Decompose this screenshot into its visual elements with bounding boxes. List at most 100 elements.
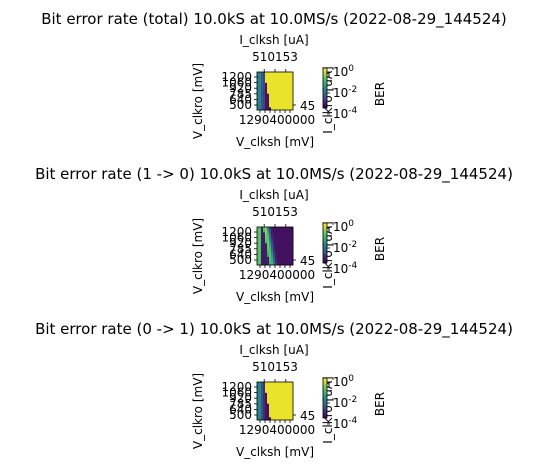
heatmap-cell xyxy=(285,384,288,388)
heatmap-cell xyxy=(257,382,260,386)
heatmap-cell xyxy=(289,390,292,394)
x-tick-labels: 1290400000 xyxy=(239,113,315,127)
heatmap-cell xyxy=(283,227,286,231)
colorbar-segment xyxy=(323,259,327,262)
heatmap-cell xyxy=(277,235,280,239)
heatmap-cell xyxy=(265,411,268,415)
heatmap-cell xyxy=(257,229,260,233)
x-axis-label: V_clksh [mV] xyxy=(236,290,314,304)
colorbar-segment xyxy=(323,414,327,417)
heatmap-cell xyxy=(281,403,284,407)
top-tick-labels: 510153 xyxy=(252,360,298,374)
heatmap-cell xyxy=(289,246,292,250)
heatmap-cell xyxy=(257,85,260,89)
heatmap-cell xyxy=(285,77,288,81)
y-tick-label: 1200 xyxy=(221,225,252,239)
heatmap-cell xyxy=(259,262,262,266)
heatmap-cell xyxy=(273,72,276,76)
heatmap-cell xyxy=(269,406,272,410)
heatmap-cell xyxy=(275,93,278,97)
heatmap-cell xyxy=(283,235,286,239)
colorbar-segment xyxy=(323,227,327,230)
heatmap-cell xyxy=(271,251,274,255)
y-tick-label: 785 xyxy=(229,397,252,411)
heatmap-cell xyxy=(265,80,268,84)
heatmap-cell xyxy=(275,392,278,396)
heatmap-cell xyxy=(259,229,262,233)
heatmap-cell xyxy=(263,382,266,386)
heatmap-cell xyxy=(267,398,270,402)
heatmap-cell xyxy=(285,256,288,260)
heatmap-cell xyxy=(259,243,262,247)
heatmap-cell xyxy=(269,93,272,97)
y-tick-label: 500 xyxy=(229,253,252,267)
right-tick-label: 45 xyxy=(300,99,315,113)
heatmap-cell xyxy=(269,77,272,81)
heatmap-cell xyxy=(279,403,282,407)
heatmap-cell xyxy=(283,72,286,76)
heatmap-cell xyxy=(283,392,286,396)
heatmap-cell xyxy=(291,99,294,103)
heatmap-cell xyxy=(257,390,260,394)
heatmap-cell xyxy=(273,107,276,111)
heatmap-cell xyxy=(267,96,270,100)
heatmap-cell xyxy=(281,382,284,386)
heatmap-cell xyxy=(285,227,288,231)
heatmap-cell xyxy=(273,409,276,413)
colorbar-segment xyxy=(323,392,327,395)
heatmap-cell xyxy=(267,80,270,84)
heatmap-cell xyxy=(273,104,276,108)
heatmap-cell xyxy=(275,403,278,407)
heatmap-cell xyxy=(259,417,262,421)
heatmap-cell xyxy=(283,251,286,255)
heatmap-cell xyxy=(275,262,278,266)
heatmap-cell xyxy=(259,254,262,258)
heatmap-cell xyxy=(259,382,262,386)
colorbar-frame xyxy=(322,222,328,264)
heatmap-cell xyxy=(265,104,268,108)
heatmap-cell xyxy=(279,82,282,86)
heatmap-cell xyxy=(287,387,290,391)
heatmap-cell xyxy=(275,229,278,233)
heatmap-cell xyxy=(285,101,288,105)
heatmap-cell xyxy=(279,411,282,415)
heatmap-cell xyxy=(285,243,288,247)
heatmap-cell xyxy=(275,107,278,111)
heatmap-cell xyxy=(259,406,262,410)
heatmap-cell xyxy=(267,390,270,394)
heatmap-cell xyxy=(277,251,280,255)
heatmap-cell xyxy=(287,101,290,105)
heatmap-cell xyxy=(277,80,280,84)
heatmap-cell xyxy=(281,107,284,111)
heatmap-cell xyxy=(257,107,260,111)
heatmap-cell xyxy=(257,395,260,399)
heatmap-cell xyxy=(257,240,260,244)
heatmap-cell xyxy=(265,248,268,252)
heatmap-cell xyxy=(289,104,292,108)
heatmap-cell xyxy=(263,99,266,103)
heatmap-cell xyxy=(271,77,274,81)
heatmap-cell xyxy=(265,246,268,250)
heatmap-cell xyxy=(285,417,288,421)
heatmap-cell xyxy=(273,417,276,421)
heatmap-cell xyxy=(259,104,262,108)
heatmap-cell xyxy=(283,91,286,95)
colorbar-segment xyxy=(323,82,327,85)
heatmap-cell xyxy=(273,82,276,86)
heatmap-cell xyxy=(259,248,262,252)
heatmap-cell xyxy=(257,406,260,410)
heatmap-cell xyxy=(261,392,264,396)
heatmap-cell xyxy=(275,411,278,415)
heatmap-cell xyxy=(257,254,260,258)
heatmap-cell xyxy=(281,85,284,89)
heatmap-cell xyxy=(275,72,278,76)
heatmap-cell xyxy=(277,398,280,402)
y-tick-label: 1060 xyxy=(221,231,252,245)
heatmap-cell xyxy=(285,403,288,407)
heatmap-cell xyxy=(289,248,292,252)
heatmap-cell xyxy=(269,262,272,266)
heatmap-cell xyxy=(279,387,282,391)
heatmap-cell xyxy=(269,88,272,92)
colorbar-segment xyxy=(323,243,327,246)
heatmap-cell xyxy=(261,104,264,108)
